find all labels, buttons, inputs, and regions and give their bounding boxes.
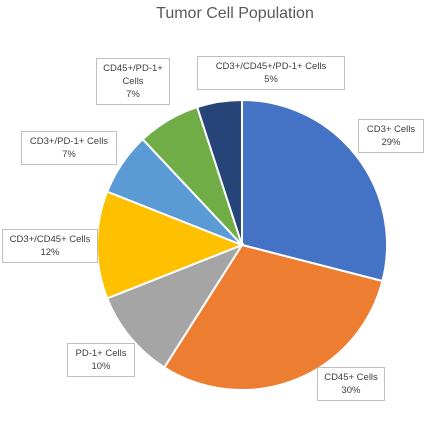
data-label-cd45: CD45+ Cells 30% [317,367,385,401]
chart-title: Tumor Cell Population [156,5,314,22]
data-label-cd45-pd1: CD45+/PD-1+ Cells 7% [96,58,170,105]
pie-slice-pd1 [105,242,245,369]
data-label-cd3-cd45: CD3+/CD45+ Cells 12% [2,229,98,263]
data-label-pd1: PD-1+ Cells 10% [67,343,135,377]
data-label-cd3-cd45-pd1: CD3+/CD45+/PD-1+ Cells 5% [197,56,345,90]
data-label-cd3-pd1: CD3+/PD-1+ Cells 7% [21,131,117,165]
data-label-cd3: CD3+ Cells 29% [358,119,424,153]
pie-slice-cd45 [162,243,384,391]
pie-slice-cd3 [241,98,388,283]
pie-slice-cd3-cd45-pd1 [195,98,243,246]
